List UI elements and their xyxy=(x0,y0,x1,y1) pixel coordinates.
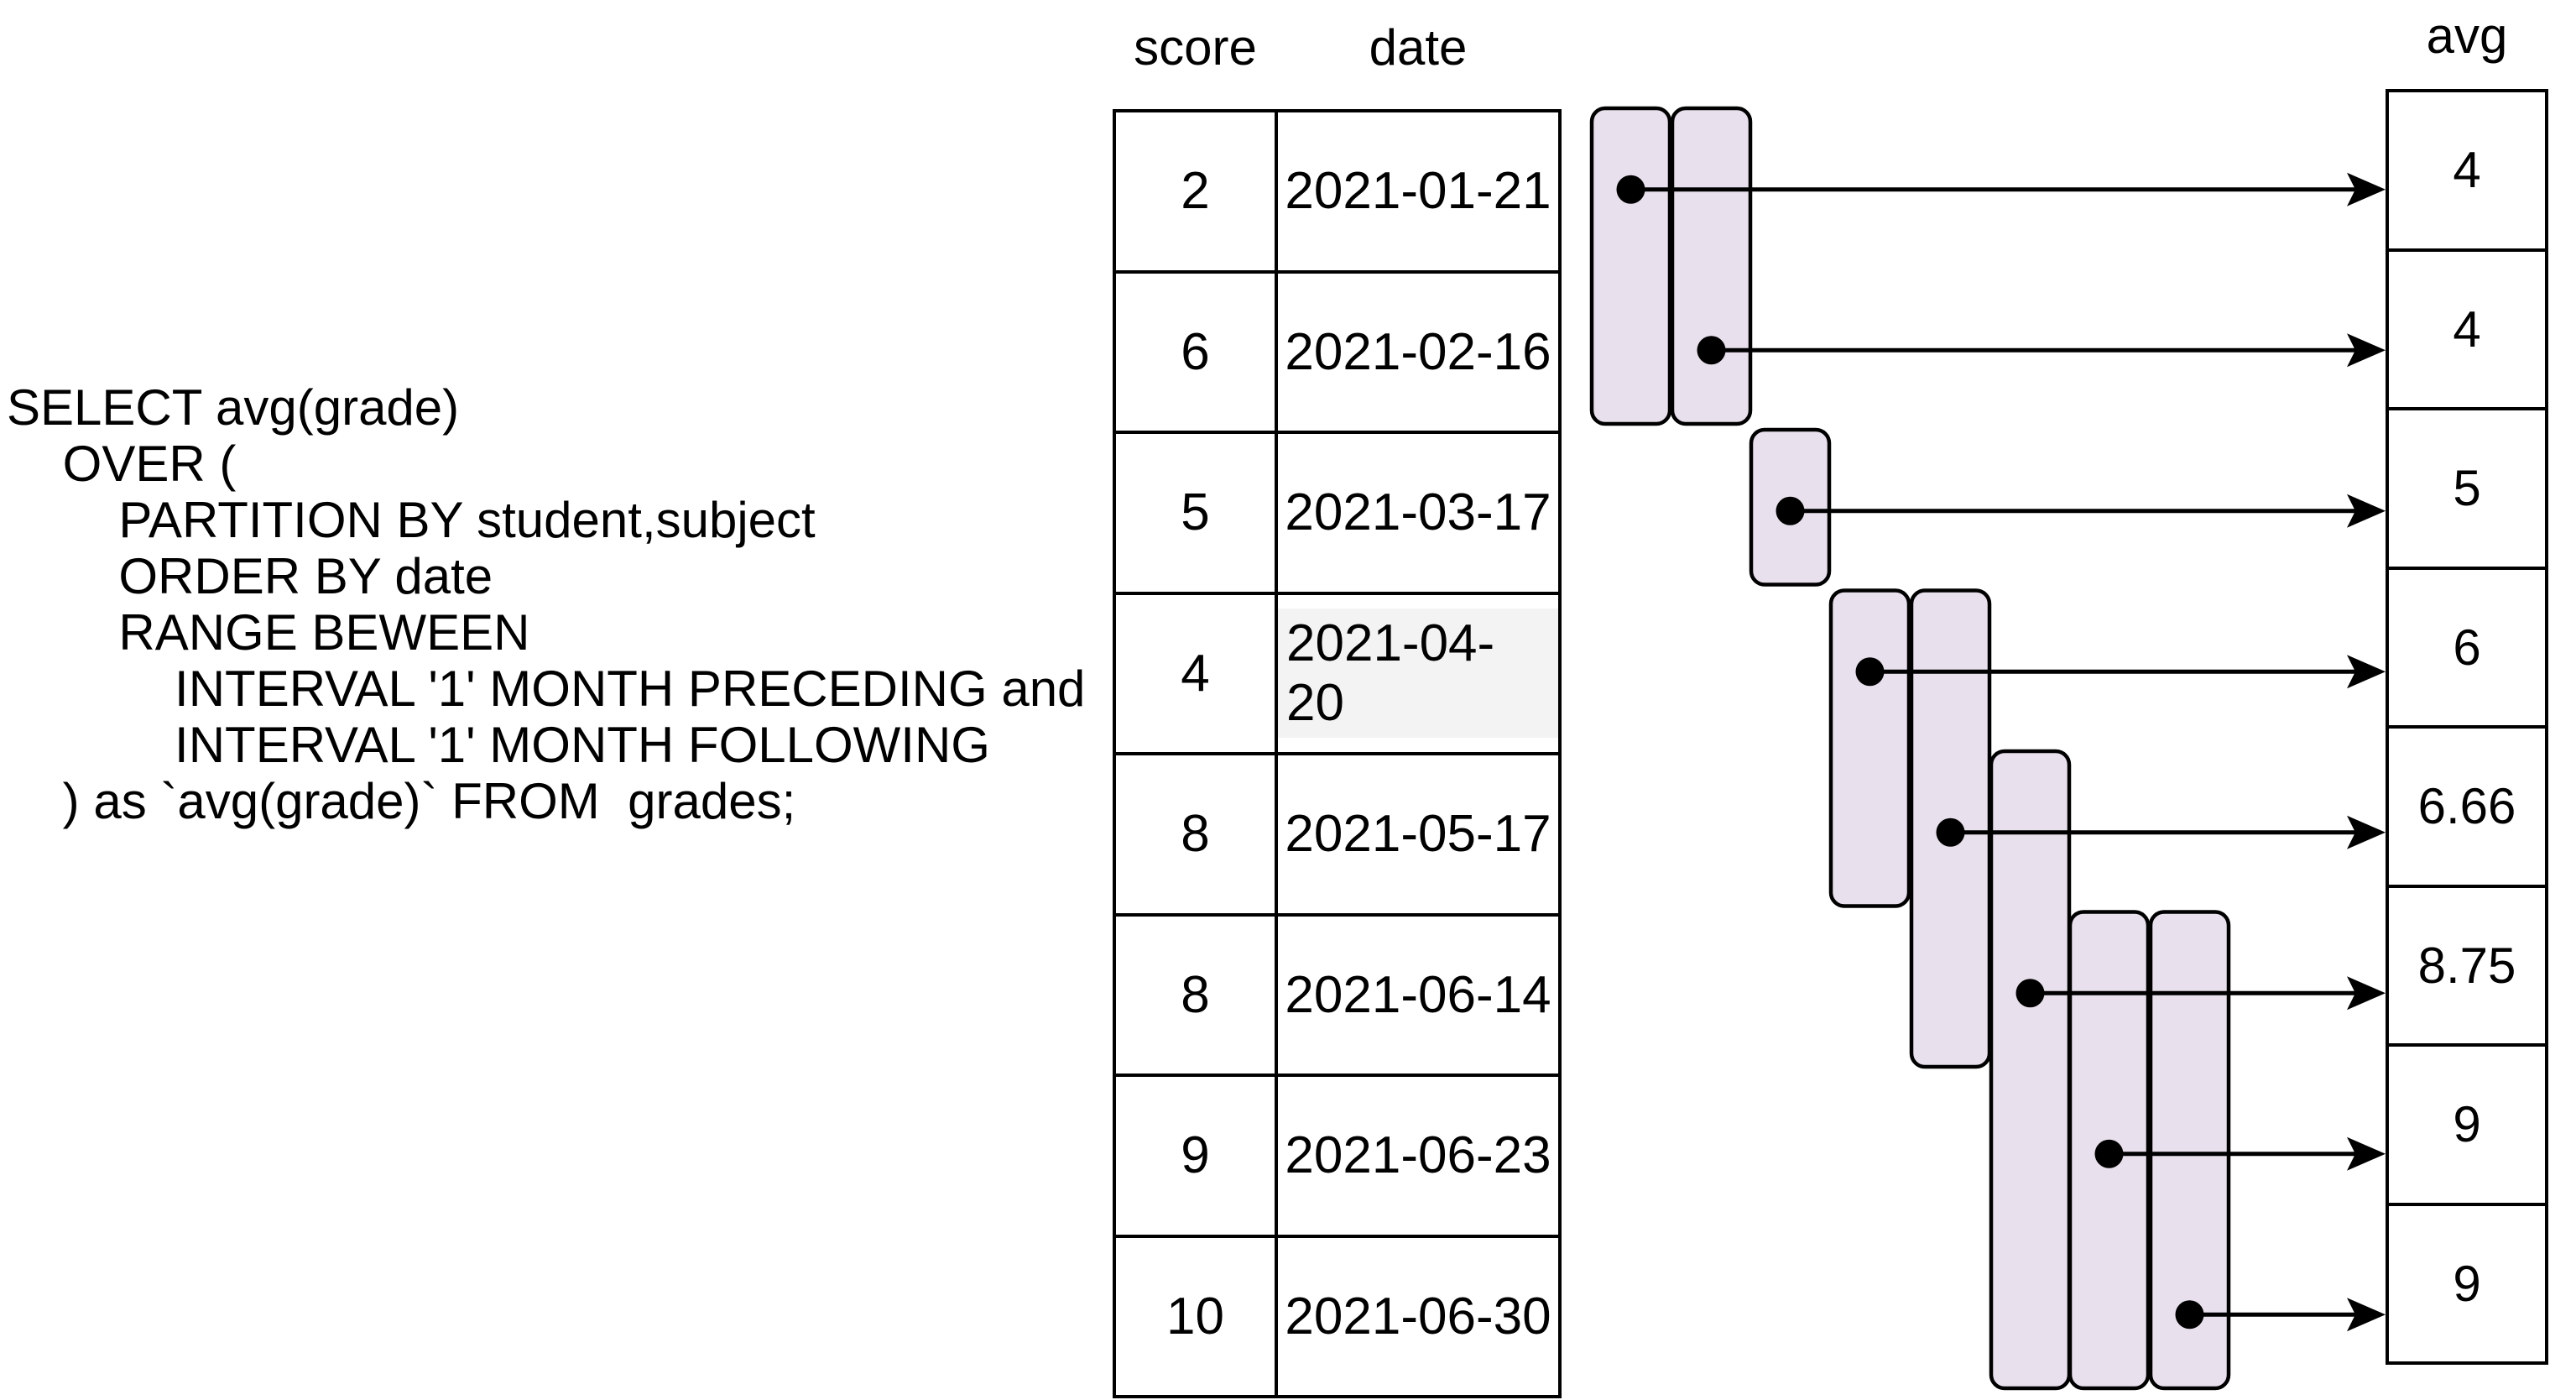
score-value: 2 xyxy=(1181,162,1210,221)
avg-arrow-head xyxy=(2347,333,2386,368)
date-value: 2021-03-17 xyxy=(1285,483,1551,542)
date-cell: 2021-06-14 xyxy=(1278,916,1558,1077)
score-value: 9 xyxy=(1181,1126,1210,1185)
table-row: 5 2021-03-17 xyxy=(1116,434,1558,595)
score-value: 4 xyxy=(1181,644,1210,703)
current-row-dot xyxy=(1936,818,1965,847)
score-cell: 4 xyxy=(1116,594,1278,755)
date-cell: 2021-01-21 xyxy=(1278,112,1558,274)
score-cell: 9 xyxy=(1116,1077,1278,1238)
avg-arrow-head xyxy=(2347,815,2386,849)
table-row: 6 2021-02-16 xyxy=(1116,273,1558,434)
date-column-header: date xyxy=(1369,19,1468,76)
table-row: 8 2021-06-14 xyxy=(1116,916,1558,1077)
window-frame-rect xyxy=(2148,910,2231,1391)
score-column-header: score xyxy=(1134,19,1257,76)
window-frame-rect xyxy=(2068,910,2151,1391)
sql-query-text: SELECT avg(grade) OVER ( PARTITION BY st… xyxy=(7,379,1086,829)
avg-results-table: 4 4 5 6 6.66 8.75 9 9 xyxy=(2386,89,2548,1365)
date-cell: 2021-06-23 xyxy=(1278,1077,1558,1238)
date-value: 2021-06-30 xyxy=(1285,1287,1551,1345)
avg-cell: 8.75 xyxy=(2389,887,2545,1047)
current-row-dot xyxy=(2094,1139,2124,1168)
current-row-dot xyxy=(2015,979,2045,1008)
table-row: 8 2021-05-17 xyxy=(1116,755,1558,917)
avg-arrow-head xyxy=(2347,976,2386,1011)
score-cell: 5 xyxy=(1116,434,1278,595)
date-value: 2021-06-23 xyxy=(1285,1126,1551,1185)
window-frame-rect xyxy=(1989,749,2072,1391)
score-value: 8 xyxy=(1181,965,1210,1024)
avg-cell: 5 xyxy=(2389,410,2545,570)
current-row-dot xyxy=(1697,336,1726,365)
score-value: 8 xyxy=(1181,805,1210,864)
avg-cell: 9 xyxy=(2389,1205,2545,1361)
current-row-dot xyxy=(1776,496,1805,525)
avg-arrow-head xyxy=(2347,172,2386,206)
score-value: 5 xyxy=(1181,483,1210,542)
avg-arrow-head xyxy=(2347,1298,2386,1332)
window-frame-rect xyxy=(1749,427,1832,587)
date-value: 2021-05-17 xyxy=(1285,805,1551,864)
window-frame-rect xyxy=(1909,588,1992,1069)
avg-cell: 6.66 xyxy=(2389,729,2545,888)
current-row-dot xyxy=(1616,175,1645,204)
score-cell: 8 xyxy=(1116,755,1278,917)
date-cell: 2021-05-17 xyxy=(1278,755,1558,917)
window-frame-rect xyxy=(1828,588,1911,908)
current-row-dot xyxy=(1855,657,1885,687)
score-cell: 8 xyxy=(1116,916,1278,1077)
avg-arrow-head xyxy=(2347,1136,2386,1171)
date-cell: 2021-02-16 xyxy=(1278,273,1558,434)
score-cell: 10 xyxy=(1116,1237,1278,1395)
avg-arrow-head xyxy=(2347,655,2386,689)
table-row: 10 2021-06-30 xyxy=(1116,1237,1558,1395)
window-frame-rect xyxy=(1670,106,1753,426)
score-value: 10 xyxy=(1166,1287,1224,1345)
avg-cell: 4 xyxy=(2389,251,2545,410)
current-row-dot xyxy=(2175,1300,2204,1329)
score-cell: 2 xyxy=(1116,112,1278,274)
table-row: 2 2021-01-21 xyxy=(1116,112,1558,274)
score-value: 6 xyxy=(1181,322,1210,381)
date-value: 2021-06-14 xyxy=(1285,965,1551,1024)
avg-arrow-head xyxy=(2347,494,2386,528)
avg-cell: 9 xyxy=(2389,1047,2545,1206)
window-frame-rect xyxy=(1589,106,1672,426)
avg-column-header: avg xyxy=(2426,8,2508,64)
date-cell: 2021-03-17 xyxy=(1278,434,1558,595)
date-value: 2021-01-21 xyxy=(1285,162,1551,221)
avg-cell: 4 xyxy=(2389,92,2545,252)
table-row: 4 2021-04-20 xyxy=(1116,594,1558,755)
avg-cell: 6 xyxy=(2389,569,2545,729)
date-value: 2021-02-16 xyxy=(1285,322,1551,381)
grades-table: 2 2021-01-21 6 2021-02-16 5 2021-03-17 4 2021-0… xyxy=(1113,109,1562,1398)
table-row: 9 2021-06-23 xyxy=(1116,1077,1558,1238)
date-value: 2021-04-20 xyxy=(1278,609,1558,739)
date-cell: 2021-04-20 xyxy=(1278,594,1558,755)
date-cell: 2021-06-30 xyxy=(1278,1237,1558,1395)
score-cell: 6 xyxy=(1116,273,1278,434)
